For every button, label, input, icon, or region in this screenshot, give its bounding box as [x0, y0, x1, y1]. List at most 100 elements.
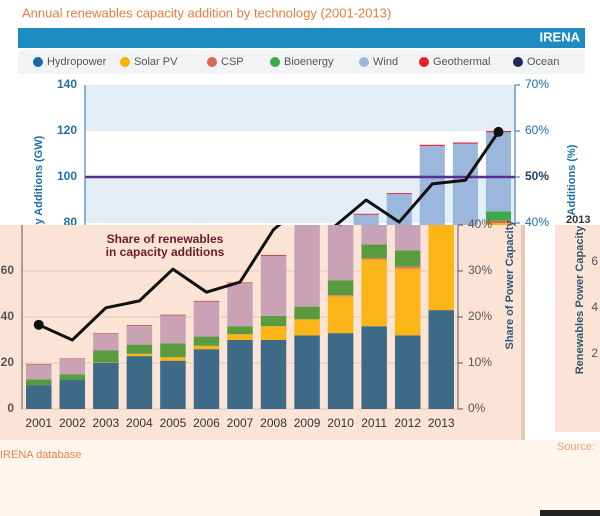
- bar-segment: [327, 280, 354, 296]
- legend-label: CSP: [221, 56, 244, 68]
- x-tick-label: 2001: [25, 416, 52, 430]
- bar-segment: [327, 296, 354, 334]
- bar-segment: [26, 364, 52, 380]
- annotation: in capacity additions: [106, 245, 225, 259]
- bar-segment: [260, 340, 287, 409]
- grid-band: [85, 85, 515, 131]
- y-tick-label: 100: [57, 169, 77, 183]
- footer: IRENA database: [0, 449, 81, 461]
- x-tick-label: 2006: [193, 416, 220, 430]
- y2-tick-label: 0%: [468, 401, 486, 415]
- y-tick-label: 40: [1, 309, 15, 323]
- side-y-tick-label: 2: [591, 346, 598, 360]
- legend-label: Bioenergy: [284, 56, 334, 68]
- header-bar: [18, 28, 585, 48]
- line-marker: [493, 126, 504, 137]
- bar-segment: [93, 333, 119, 351]
- bar-segment: [394, 335, 421, 409]
- bar-segment: [353, 213, 379, 215]
- x-tick-label: 2007: [227, 416, 254, 430]
- x-tick-label: 2003: [92, 416, 119, 430]
- x-tick-label: 2009: [294, 416, 321, 430]
- bar-segment: [260, 315, 287, 327]
- bar-segment: [327, 295, 354, 297]
- side-category: 2013: [566, 214, 590, 226]
- bar-segment: [59, 374, 86, 381]
- y2-tick-label: 60%: [525, 123, 549, 137]
- bar-segment: [485, 220, 512, 223]
- bar-segment: [227, 283, 253, 327]
- y2-tick-label: 30%: [468, 263, 492, 277]
- bar-segment: [193, 349, 220, 409]
- legend-swatch: [270, 57, 280, 67]
- bar-segment: [193, 301, 220, 337]
- side-y-tick-label: 4: [591, 300, 598, 314]
- y2-axis-label: Additions (%): [566, 144, 578, 215]
- side-panel: [555, 225, 600, 432]
- bar-segment: [361, 326, 387, 409]
- bar-segment: [294, 225, 320, 307]
- bar-segment: [419, 144, 445, 146]
- legend-label: Ocean: [527, 56, 559, 68]
- x-tick-label: 2002: [59, 416, 86, 430]
- y-tick-label: 140: [57, 77, 77, 91]
- bar-segment: [485, 211, 512, 221]
- source-label: Source:: [557, 441, 595, 453]
- bar-segment: [160, 360, 186, 409]
- legend-swatch: [513, 57, 523, 67]
- bar-segment: [260, 326, 287, 340]
- bar-segment: [260, 254, 287, 256]
- logo: IRENA: [540, 29, 581, 44]
- x-tick-label: 2008: [260, 416, 287, 430]
- legend-label: Hydropower: [47, 56, 107, 68]
- bar-segment: [26, 385, 52, 409]
- legend-label: Geothermal: [433, 56, 490, 68]
- bar-segment: [452, 142, 478, 144]
- bar-segment: [26, 379, 52, 386]
- bar-segment: [361, 225, 387, 245]
- bar-segment: [126, 325, 153, 345]
- bar-segment: [193, 345, 220, 350]
- bar-segment: [160, 315, 186, 344]
- bar-segment: [294, 319, 320, 336]
- bar-segment: [227, 340, 253, 409]
- y-tick-label: 20: [1, 355, 15, 369]
- x-tick-label: 2010: [327, 416, 354, 430]
- bar-segment: [294, 306, 320, 320]
- bar-segment: [59, 358, 86, 375]
- legend-swatch: [359, 57, 369, 67]
- bar-segment: [160, 357, 186, 361]
- bar-segment: [394, 225, 421, 251]
- y2-tick-label: 40%: [525, 215, 549, 229]
- legend-swatch: [33, 57, 43, 67]
- legend-label: Solar PV: [134, 56, 178, 68]
- line-marker: [33, 319, 44, 330]
- legend-label: Wind: [373, 56, 398, 68]
- legend-swatch: [207, 57, 217, 67]
- overlay-edge: [521, 225, 525, 440]
- bar-segment: [227, 326, 253, 335]
- side-y-label: Renewables Power Capacity: [574, 225, 586, 374]
- corner-bar: [540, 510, 600, 516]
- bar-segment: [361, 244, 387, 259]
- y-tick-label: 60: [1, 263, 15, 277]
- x-tick-label: 2004: [126, 416, 153, 430]
- bar-segment: [361, 259, 387, 327]
- y2-tick-label: 20%: [468, 309, 492, 323]
- y2-tick-label: 10%: [468, 355, 492, 369]
- y-tick-label: 120: [57, 123, 77, 137]
- bar-segment: [294, 335, 320, 409]
- bar-segment: [428, 225, 454, 311]
- lower-panel: 0 20 40 60 0% 10% 20% 30% 40% 2001 2002 2003 2004 200…: [0, 217, 525, 440]
- legend-swatch: [120, 57, 130, 67]
- y2-tick-label: 70%: [525, 77, 549, 91]
- legend-bg: [18, 50, 585, 74]
- bar-segment: [327, 333, 354, 409]
- bar-segment: [160, 343, 186, 358]
- bar-segment: [126, 353, 153, 357]
- bar-segment: [126, 325, 153, 326]
- bar-segment: [394, 250, 421, 267]
- y-tick-label: 0: [7, 401, 14, 415]
